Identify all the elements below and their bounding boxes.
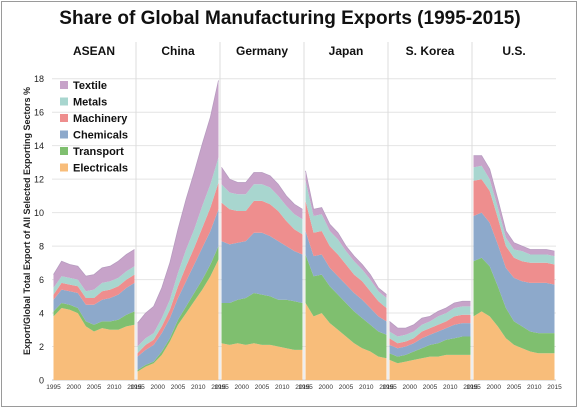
total-outline-u-s <box>473 155 555 252</box>
legend-swatch-machinery <box>60 114 68 122</box>
area-u-s-machinery <box>473 179 555 285</box>
panel-header-asean: ASEAN <box>73 44 115 58</box>
x-tick-label: 1995 <box>130 384 145 391</box>
y-tick-label: 14 <box>34 141 44 151</box>
legend-swatch-transport <box>60 147 68 155</box>
area-asean-textile <box>53 249 135 292</box>
x-tick-label: 1995 <box>382 384 397 391</box>
area-japan-chemicals <box>305 231 387 335</box>
x-tick-label: 2010 <box>275 384 290 391</box>
x-tick-label: 2015 <box>295 384 310 391</box>
area-germany-electricals <box>221 343 303 380</box>
area-germany-metals <box>221 184 303 235</box>
total-outline-germany <box>221 167 303 210</box>
x-tick-label: 2010 <box>359 384 374 391</box>
x-tick-label: 2005 <box>171 384 186 391</box>
x-tick-label: 2005 <box>339 384 354 391</box>
y-tick-label: 10 <box>34 208 44 218</box>
area-u-s-metals <box>473 165 555 265</box>
area-u-s-textile <box>473 155 555 257</box>
x-tick-label: 2010 <box>527 384 542 391</box>
area-asean-metals <box>53 266 135 298</box>
area-china-chemicals <box>137 209 219 370</box>
y-tick-label: 2 <box>39 342 44 352</box>
panel-header-japan: Japan <box>329 44 364 58</box>
x-tick-label: 2010 <box>443 384 458 391</box>
area-s-korea-metals <box>389 306 471 344</box>
legend-swatch-chemicals <box>60 130 68 139</box>
x-tick-label: 2010 <box>107 384 122 391</box>
x-tick-label: 2005 <box>423 384 438 391</box>
y-tick-label: 0 <box>39 376 44 386</box>
total-outline-japan <box>305 170 387 295</box>
y-axis-title: Export/Global Total Export of All Select… <box>22 87 32 355</box>
area-asean-chemicals <box>53 282 135 325</box>
panel-header-germany: Germany <box>236 44 288 58</box>
panel-header-china: China <box>161 44 195 58</box>
x-tick-label: 2000 <box>487 384 502 391</box>
x-tick-label: 2015 <box>211 384 226 391</box>
x-tick-label: 2005 <box>507 384 522 391</box>
area-japan-machinery <box>305 200 387 322</box>
chart-title: Share of Global Manufacturing Exports (1… <box>59 8 521 29</box>
y-tick-label: 12 <box>34 175 44 185</box>
total-outline-asean <box>53 249 135 277</box>
y-tick-label: 8 <box>39 242 44 252</box>
x-tick-label: 1995 <box>466 384 481 391</box>
area-japan-electricals <box>305 303 387 380</box>
area-germany-machinery <box>221 200 303 255</box>
x-tick-label: 2015 <box>463 384 478 391</box>
y-tick-label: 6 <box>39 275 44 285</box>
area-asean-transport <box>53 303 135 332</box>
x-tick-label: 2000 <box>403 384 418 391</box>
panel-header-s-korea: S. Korea <box>406 44 455 58</box>
x-tick-label: 2000 <box>235 384 250 391</box>
area-japan-transport <box>305 254 387 359</box>
area-germany-textile <box>221 167 303 220</box>
x-tick-label: 1995 <box>214 384 229 391</box>
legend-label-textile: Textile <box>73 80 107 92</box>
legend-label-machinery: Machinery <box>73 113 128 125</box>
legend-label-electricals: Electricals <box>73 163 128 175</box>
area-japan-metals <box>305 180 387 308</box>
x-tick-label: 1995 <box>298 384 313 391</box>
x-tick-label: 2000 <box>319 384 334 391</box>
area-s-korea-textile <box>389 301 471 337</box>
x-tick-label: 2005 <box>255 384 270 391</box>
panel-header-u-s: U.S. <box>502 44 525 58</box>
area-asean-machinery <box>53 274 135 305</box>
y-tick-label: 4 <box>39 309 44 319</box>
area-asean-electricals <box>53 308 135 380</box>
legend-swatch-textile <box>60 81 68 89</box>
y-tick-label: 18 <box>34 74 44 84</box>
area-u-s-electricals <box>473 311 555 380</box>
total-outline-s-korea <box>389 300 471 329</box>
x-tick-label: 2000 <box>151 384 166 391</box>
area-s-korea-electricals <box>389 354 471 380</box>
legend-swatch-metals <box>60 97 68 106</box>
area-germany-transport <box>221 293 303 350</box>
area-china-textile <box>137 80 219 347</box>
x-tick-label: 2015 <box>127 384 142 391</box>
x-tick-label: 2015 <box>547 384 562 391</box>
x-tick-label: 2000 <box>67 384 82 391</box>
area-china-electricals <box>137 259 219 380</box>
area-u-s-transport <box>473 257 555 354</box>
area-s-korea-chemicals <box>389 323 471 357</box>
legend-swatch-electricals <box>60 163 68 172</box>
x-tick-label: 2010 <box>191 384 206 391</box>
x-tick-label: 2015 <box>379 384 394 391</box>
legend-label-chemicals: Chemicals <box>73 130 128 142</box>
area-germany-chemicals <box>221 232 303 303</box>
legend-label-transport: Transport <box>73 146 124 158</box>
x-tick-label: 1995 <box>46 384 61 391</box>
area-s-korea-machinery <box>389 314 471 349</box>
area-u-s-chemicals <box>473 212 555 334</box>
total-outline-china <box>137 80 219 324</box>
x-tick-label: 2005 <box>87 384 102 391</box>
y-tick-label: 16 <box>34 108 44 118</box>
area-s-korea-transport <box>389 336 471 364</box>
legend-label-metals: Metals <box>73 97 107 109</box>
